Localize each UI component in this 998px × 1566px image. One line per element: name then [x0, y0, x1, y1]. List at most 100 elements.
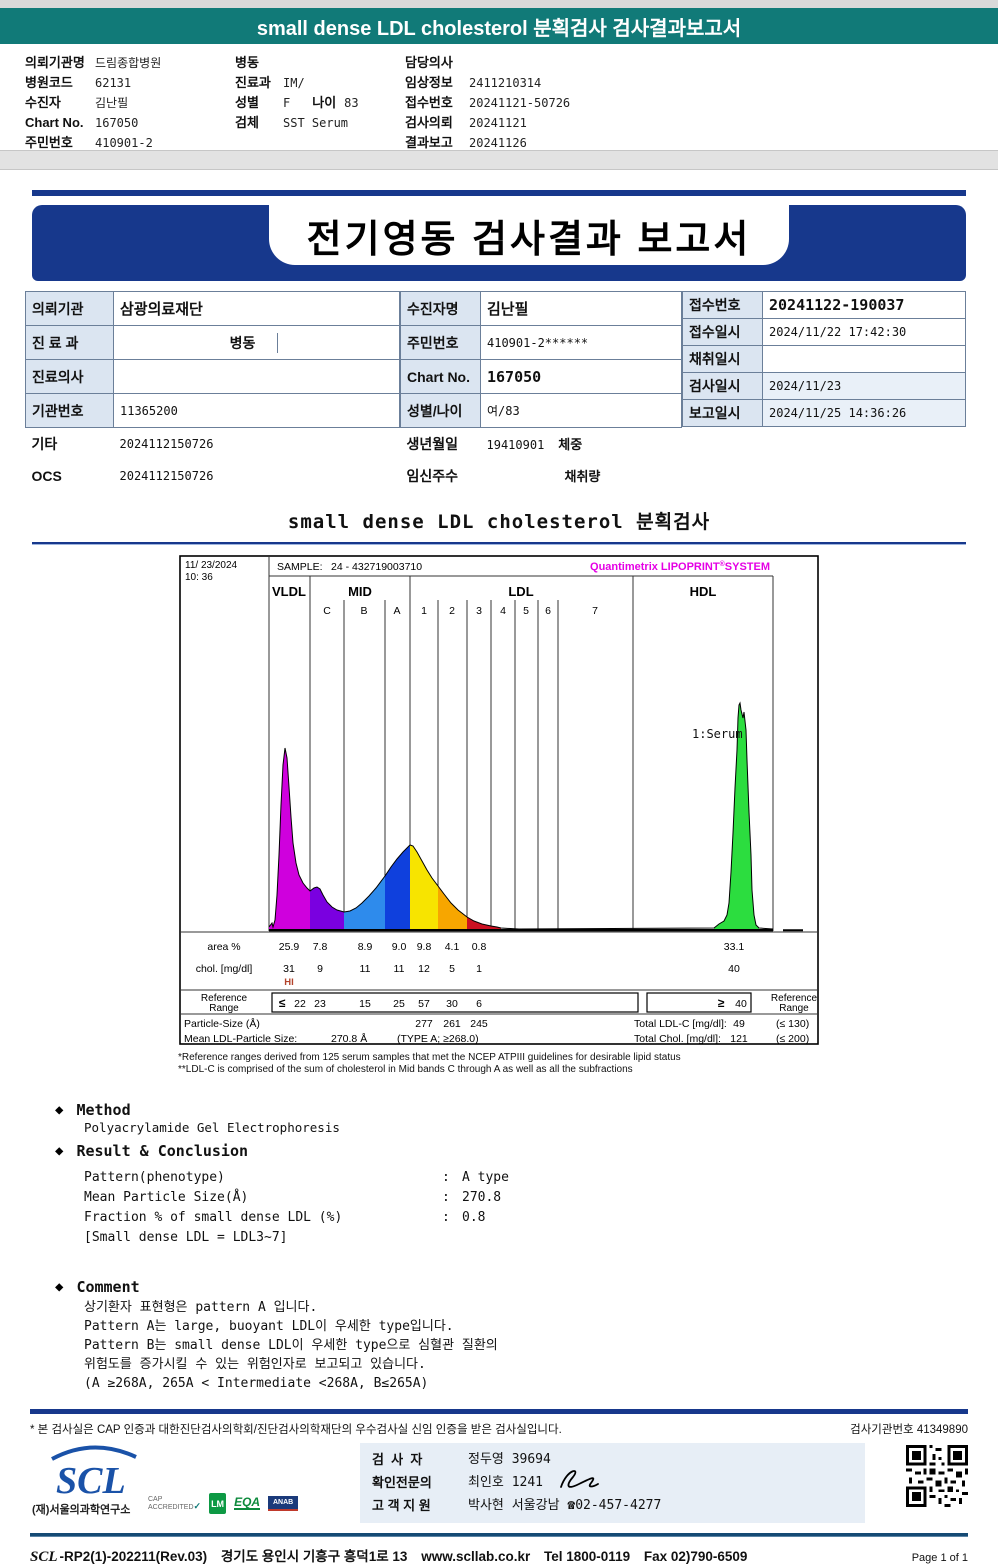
- section-title: small dense LDL cholesterol 분획검사: [287, 511, 711, 533]
- staff-value: 박사현 서울강남 ☎02-457-4277: [468, 1498, 662, 1513]
- diamond-icon: ◆: [55, 1102, 64, 1118]
- total-chol-label: Total Chol. [mg/dl]:: [634, 1033, 721, 1045]
- row-label: area %: [207, 941, 240, 953]
- mean-size-type: (TYPE A; ≥268.0): [397, 1033, 479, 1045]
- brand-reg-mark: ®: [720, 560, 726, 568]
- page-top-strip: [0, 0, 998, 8]
- cap-badge: CAP ACCREDITED✓: [148, 1496, 201, 1511]
- ref-ldl3: 6: [476, 998, 482, 1010]
- diamond-icon: ◆: [55, 1143, 64, 1159]
- chart-gridlines: [268, 556, 774, 931]
- ref-hdl: 40: [735, 998, 747, 1010]
- footer-block: SCL (재)서울의과학연구소 CAP ACCREDITED✓ LM EQA A…: [30, 1443, 968, 1529]
- chart-frame: [179, 555, 819, 1045]
- report-title-bar: small dense LDL cholesterol 분획검사 검사결과보고서: [0, 8, 998, 44]
- cell-value: 삼광의료재단: [113, 291, 400, 326]
- band-label-ldl: LDL: [508, 584, 533, 599]
- page-indicator: Page 1 of 1: [911, 1552, 968, 1564]
- colon: :: [442, 1190, 450, 1205]
- band-label-hdl: HDL: [690, 584, 717, 599]
- subband-3: 3: [476, 605, 482, 617]
- field-value: IM/: [283, 76, 305, 90]
- banner-title-plate: 전기영동 검사결과 보고서: [269, 205, 789, 265]
- result-row: Mean Particle Size(Å):270.8: [84, 1188, 998, 1208]
- field-label: 주민번호: [25, 135, 73, 150]
- field-label: 성별: [235, 95, 259, 110]
- chol-mid-a: 11: [394, 963, 405, 975]
- order-info-mid: 수진자명 김난필 주민번호 410901-2****** Chart No. 1670…: [400, 291, 682, 492]
- order-info-left: 의뢰기관 삼광의료재단 진 료 과 병동 진료의사 기관번호 11365200 기타…: [25, 291, 400, 492]
- hdl-area: [714, 703, 759, 930]
- particle-ldl1: 277: [415, 1018, 433, 1030]
- chol-mid-b: 11: [360, 963, 371, 975]
- area-ldl2: 4.1: [445, 941, 460, 953]
- banner-title: 전기영동 검사결과 보고서: [306, 218, 752, 261]
- mid-c-area: [310, 887, 344, 930]
- report-title: small dense LDL cholesterol 분획검사 검사결과보고서: [256, 17, 742, 40]
- patient-header: 의뢰기관명 드림종합병원 병원코드 62131 수진자 김난필 Chart No. 16…: [0, 44, 998, 150]
- result-section: ◆ Result & Conclusion Pattern(phenotype):…: [55, 1142, 998, 1248]
- scl-logo: SCL: [38, 1445, 158, 1506]
- scl-logo-svg: SCL: [51, 1445, 137, 1502]
- cell-value: 2024/11/25 14:36:26: [762, 399, 966, 427]
- field-value: 드림종합병원: [95, 56, 162, 70]
- cap-badge-line1: CAP: [148, 1496, 163, 1503]
- lipoprint-chart-svg: 11/ 23/2024 10: 36 SAMPLE: 24 - 43271900…: [179, 555, 819, 1045]
- sample-label: SAMPLE:: [277, 561, 323, 573]
- area-mid-b: 8.9: [358, 941, 373, 953]
- patient-header-col1: 의뢰기관명 드림종합병원 병원코드 62131 수진자 김난필 Chart No. 16…: [25, 53, 230, 153]
- field-value: 167050: [95, 116, 139, 130]
- density-curve-fills: [269, 703, 759, 930]
- field-value: F: [283, 96, 291, 110]
- cell-value: 2024112150726: [113, 459, 400, 492]
- high-flag: HI: [284, 977, 294, 988]
- method-section: ◆ Method Polyacrylamide Gel Electrophores…: [55, 1101, 998, 1136]
- subband-5: 5: [523, 605, 529, 617]
- patient-header-col3: 담당의사 임상정보 2411210314 접수번호 20241121-50726 검…: [405, 53, 735, 153]
- comment-line: (A ≥268A, 265A < Intermediate <268A, B≤2…: [84, 1376, 429, 1391]
- lipoprint-chart: 11/ 23/2024 10: 36 SAMPLE: 24 - 43271900…: [178, 555, 820, 1050]
- chart-datetime-date: 11/ 23/2024: [185, 560, 238, 571]
- cell-value: 167050: [480, 359, 682, 394]
- anab-badge: ANAB: [268, 1496, 299, 1511]
- particle-ldl3: 245: [470, 1018, 488, 1030]
- comment-heading: Comment: [76, 1278, 140, 1296]
- lm-badge: LM: [209, 1493, 227, 1514]
- lab-number: 검사기관번호 41349890: [850, 1421, 968, 1437]
- colon: :: [442, 1210, 450, 1225]
- field-value: 83: [344, 96, 359, 110]
- ref-mid-b: 15: [359, 998, 371, 1010]
- area-mid-c: 7.8: [313, 941, 328, 953]
- subband-b: B: [360, 605, 367, 617]
- cell-label: 채취량: [564, 469, 601, 484]
- cell-value: [762, 345, 966, 373]
- eqa-badge: EQA: [234, 1495, 261, 1510]
- cell-label: 보고일시: [682, 399, 763, 427]
- area-ldl3: 0.8: [472, 941, 487, 953]
- comment-line: 위험도를 증가시킬 수 있는 위험인자로 보고되고 있습니다.: [84, 1357, 426, 1372]
- cell-value: 2024112150726: [113, 427, 400, 460]
- result-table-lines: [180, 931, 818, 1015]
- lab-fax: Fax 02)790-6509: [643, 1549, 748, 1564]
- row-label: chol. [mg/dl]: [196, 963, 253, 975]
- field-value: 410901-2: [95, 136, 153, 150]
- specimen-note: 1:Serum: [692, 727, 743, 741]
- diamond-icon: ◆: [55, 1279, 64, 1295]
- area-vldl: 25.9: [279, 941, 300, 953]
- ref-mid-a: 25: [393, 998, 405, 1010]
- field-value: 20241121-50726: [469, 96, 571, 110]
- field-label: 접수번호: [405, 95, 453, 110]
- comment-line: Pattern B는 small dense LDL이 우세한 type으로 심…: [84, 1338, 498, 1353]
- ref-vldl: 22: [294, 998, 306, 1010]
- section-title-rule: [32, 542, 966, 545]
- particle-ldl2: 261: [443, 1018, 461, 1030]
- field-label: 병원코드: [25, 75, 73, 90]
- cell-value: [113, 359, 400, 394]
- cap-badge-line2: ACCREDITED: [148, 1504, 194, 1511]
- field-label: 병동: [235, 55, 259, 70]
- cell-label: 검사일시: [682, 372, 763, 400]
- banner-top-rule: [32, 190, 966, 196]
- subband-1: 1: [421, 605, 427, 617]
- mean-size-value: 270.8 Å: [331, 1032, 367, 1045]
- accreditation-badges: CAP ACCREDITED✓ LM EQA ANAB: [148, 1493, 299, 1514]
